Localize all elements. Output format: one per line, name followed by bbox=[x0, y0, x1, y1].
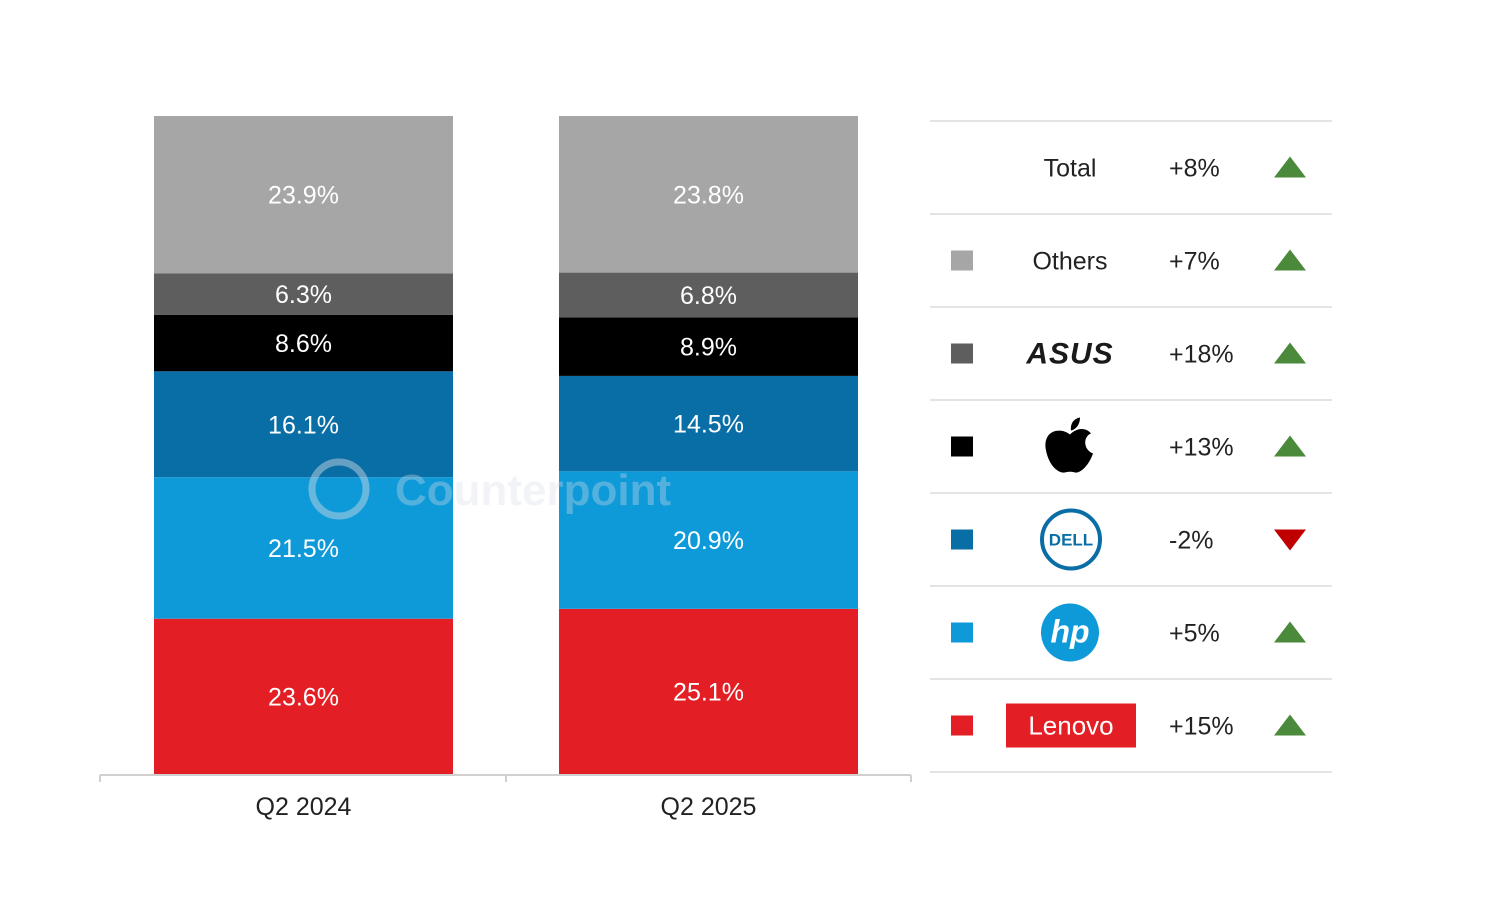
legend-swatch bbox=[951, 715, 973, 736]
hp-wordmark: hp bbox=[1050, 614, 1089, 650]
legend-label: Others bbox=[1032, 248, 1107, 276]
data-label: 23.6% bbox=[268, 683, 339, 711]
lenovo-wordmark: Lenovo bbox=[1028, 711, 1113, 741]
up-arrow-icon bbox=[1274, 156, 1306, 178]
legend-row: Others +7% bbox=[951, 248, 1306, 276]
growth-value: +15% bbox=[1169, 713, 1234, 741]
growth-value: +18% bbox=[1169, 341, 1234, 369]
x-axis: Q2 2024 Q2 2025 bbox=[99, 774, 912, 821]
hp-disc bbox=[1041, 603, 1099, 662]
legend-swatch bbox=[951, 343, 973, 364]
legend-row: Lenovo +15% bbox=[951, 703, 1306, 748]
up-arrow-icon bbox=[1274, 249, 1306, 271]
bar-segment bbox=[154, 618, 453, 774]
up-arrow-icon bbox=[1274, 435, 1306, 457]
data-label: 6.8% bbox=[680, 282, 737, 310]
dell-ring bbox=[1040, 508, 1102, 571]
watermark-icon bbox=[308, 458, 370, 520]
asus-logo: ASUS bbox=[1025, 338, 1113, 371]
data-label: 14.5% bbox=[673, 411, 744, 439]
data-label: 16.1% bbox=[268, 411, 339, 439]
bar-segment bbox=[559, 375, 858, 472]
bar-segment bbox=[154, 371, 453, 478]
apple-logo bbox=[1045, 417, 1093, 473]
bars-layer: 23.6% 21.5% 16.1% 8.6% 6.3% 23.9% 25.1% 20.9% 14… bbox=[154, 116, 858, 774]
legend-row: hp +5% bbox=[951, 603, 1306, 662]
up-arrow-icon bbox=[1274, 621, 1306, 643]
legend-row: ASUS +18% bbox=[951, 338, 1306, 371]
dell-wordmark: DELL bbox=[1049, 531, 1093, 550]
growth-value: +7% bbox=[1169, 248, 1220, 276]
apple-leaf bbox=[1070, 417, 1080, 431]
data-label: 6.3% bbox=[275, 281, 332, 309]
legend-swatch bbox=[951, 622, 973, 643]
watermark-text: Counterpoint bbox=[395, 466, 672, 515]
x-tick-label: Q2 2024 bbox=[256, 793, 352, 821]
growth-value: -2% bbox=[1169, 527, 1213, 555]
dell-logo: DELL bbox=[1040, 508, 1102, 571]
bar-segment bbox=[154, 477, 453, 619]
bar-segment bbox=[559, 608, 858, 774]
bar-segment bbox=[559, 317, 858, 376]
data-label: 21.5% bbox=[268, 535, 339, 563]
apple-body bbox=[1045, 429, 1093, 473]
legend-row: DELL -2% bbox=[951, 508, 1306, 571]
x-tick-label: Q2 2025 bbox=[661, 793, 757, 821]
lenovo-box bbox=[1006, 703, 1136, 748]
data-label: 25.1% bbox=[673, 678, 744, 706]
growth-value: +8% bbox=[1169, 155, 1220, 183]
data-label: 20.9% bbox=[673, 527, 744, 555]
data-label: 23.9% bbox=[268, 182, 339, 210]
legend-row: Total +8% bbox=[1044, 155, 1306, 183]
watermark: Counterpoint bbox=[308, 458, 672, 520]
legend-label: Total bbox=[1044, 155, 1097, 183]
down-arrow-icon bbox=[1274, 529, 1306, 551]
legend-swatch bbox=[951, 529, 973, 550]
bar-segment bbox=[154, 273, 453, 315]
data-label: 23.8% bbox=[673, 181, 744, 209]
data-label: 8.9% bbox=[680, 334, 737, 362]
growth-value: +13% bbox=[1169, 434, 1234, 462]
bar-segment bbox=[559, 471, 858, 609]
lenovo-logo: Lenovo bbox=[1006, 703, 1136, 748]
up-arrow-icon bbox=[1274, 342, 1306, 364]
bar-segment bbox=[154, 116, 453, 274]
growth-value: +5% bbox=[1169, 620, 1220, 648]
bar-segment bbox=[154, 314, 453, 372]
up-arrow-icon bbox=[1274, 714, 1306, 736]
bar-segment bbox=[559, 116, 858, 273]
hp-logo: hp bbox=[1041, 603, 1099, 662]
bar-segment bbox=[559, 272, 858, 318]
legend-swatch bbox=[951, 250, 973, 271]
legend-row: +13% bbox=[951, 417, 1306, 473]
legend-swatch bbox=[951, 436, 973, 457]
legend-table: Total +8% Others +7% ASUS +18% +13% DELL -2% hp +5… bbox=[930, 120, 1332, 773]
data-label: 8.6% bbox=[275, 330, 332, 358]
